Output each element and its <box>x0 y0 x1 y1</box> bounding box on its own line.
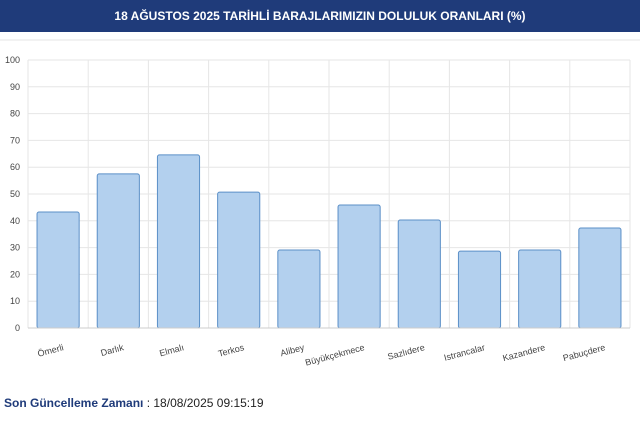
x-tick-label: Sazlıdere <box>386 342 425 362</box>
y-tick-label: 0 <box>15 323 20 333</box>
x-tick-label: Darlık <box>100 342 126 358</box>
header-title: 18 AĞUSTOS 2025 TARİHLİ BARAJLARIMIZIN D… <box>0 0 640 32</box>
y-tick-label: 20 <box>10 269 20 279</box>
chart: 0 10 20 30 40 50 60 70 80 90 100 Ömerli Darlık Elmalı… <box>0 39 640 368</box>
x-tick-label: Pabuçdere <box>562 342 607 363</box>
bar <box>518 249 562 329</box>
y-tick-label: 60 <box>10 162 20 172</box>
footer: Son Güncelleme Zamanı : 18/08/2025 09:15… <box>4 396 264 410</box>
x-tick-label: Ömerli <box>36 342 64 359</box>
y-tick-label: 30 <box>10 243 20 253</box>
bar <box>277 249 321 329</box>
bar <box>337 204 381 329</box>
y-tick-label: 70 <box>10 135 20 145</box>
y-tick-label: 40 <box>10 216 20 226</box>
y-tick-label: 90 <box>10 82 20 92</box>
y-tick-label: 10 <box>10 296 20 306</box>
y-tick-label: 100 <box>5 55 20 65</box>
x-tick-label: Kazandere <box>502 342 547 363</box>
footer-label: Son Güncelleme Zamanı <box>4 396 144 410</box>
x-tick-label: Elmalı <box>158 342 185 358</box>
bar <box>217 191 261 329</box>
bar <box>397 219 441 329</box>
bar <box>96 173 140 329</box>
bar <box>36 211 80 329</box>
x-tick-label: Büyükçekmece <box>304 342 366 367</box>
x-tick-label: Terkos <box>217 342 246 359</box>
y-tick-label: 50 <box>10 189 20 199</box>
x-tick-label: Alibey <box>279 342 306 358</box>
x-tick-label: Istrancalar <box>443 342 486 363</box>
footer-value: : 18/08/2025 09:15:19 <box>146 396 264 410</box>
bar <box>156 154 201 329</box>
y-tick-label: 80 <box>10 109 20 119</box>
bar <box>578 227 622 329</box>
bar <box>457 250 502 329</box>
